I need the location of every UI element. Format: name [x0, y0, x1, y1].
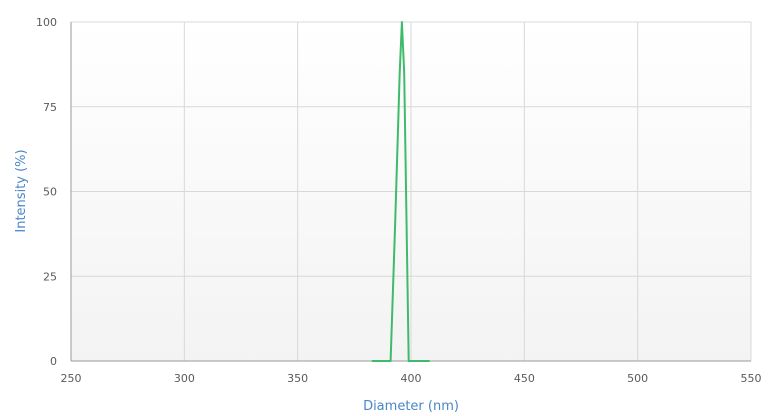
x-tick-label: 400: [401, 372, 422, 385]
y-tick-label: 75: [43, 101, 57, 114]
y-tick-label: 50: [43, 186, 57, 199]
grid-lines: [71, 21, 752, 361]
x-axis-title: Diameter (nm): [363, 399, 459, 414]
x-tick-label: 500: [627, 372, 648, 385]
tick-labels: 250 300 350 400 450 500 550 0 25 50 75 100: [36, 16, 762, 385]
x-tick-label: 300: [174, 372, 195, 385]
y-tick-label: 0: [50, 355, 57, 368]
x-tick-label: 450: [514, 372, 535, 385]
x-tick-label: 550: [741, 372, 762, 385]
x-tick-label: 250: [61, 372, 82, 385]
data-series: [371, 21, 431, 362]
y-tick-label: 25: [43, 270, 57, 283]
y-tick-label: 100: [36, 16, 57, 29]
x-tick-label: 350: [287, 372, 308, 385]
series-line: [371, 21, 431, 362]
y-axis-title: Intensity (%): [14, 149, 29, 232]
